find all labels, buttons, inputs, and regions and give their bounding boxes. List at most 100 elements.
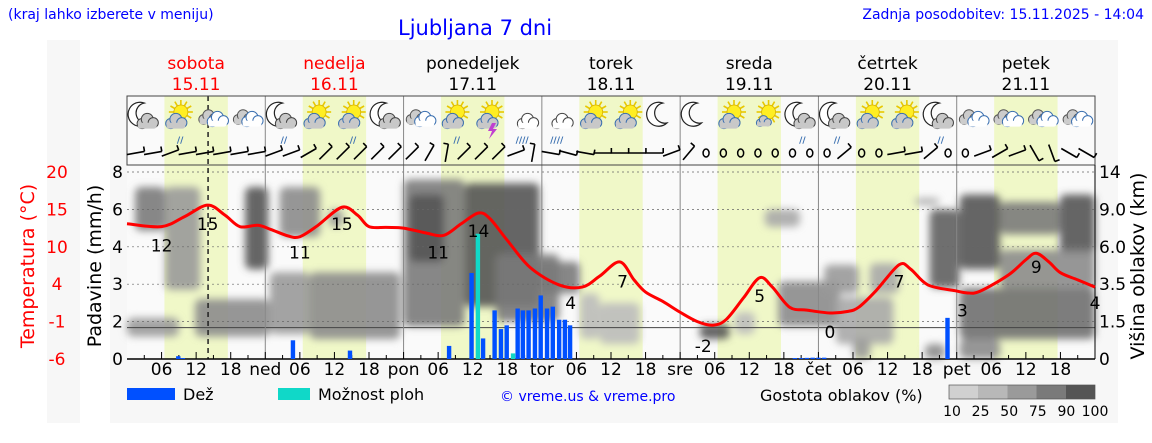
sun-ray xyxy=(861,105,867,110)
wind-staff xyxy=(282,149,300,157)
cloud-density-level-label: 90 xyxy=(1057,404,1075,420)
lightning-shape xyxy=(488,123,497,139)
temperature-label: 15 xyxy=(197,215,219,235)
wind-feather xyxy=(690,142,696,147)
cloud-patch xyxy=(764,209,800,227)
wind-staff xyxy=(353,146,368,160)
cloud-shape xyxy=(1071,110,1094,128)
cloud-height-tick-label: 1.5 xyxy=(1099,313,1126,333)
cloud-icon xyxy=(198,109,229,128)
sun-ray xyxy=(601,105,607,110)
day-name-label: ponedeljek xyxy=(426,54,520,74)
sun-cloud-rain-icon: // xyxy=(165,100,193,146)
moon-cloud-icon xyxy=(127,101,159,130)
x-tick-label: 18 xyxy=(496,360,518,380)
cloud-shape xyxy=(891,112,914,130)
moon-cloud-rain-icon: // xyxy=(922,101,954,146)
day-date-label: 16.11 xyxy=(310,75,359,95)
sun-cloud-rain-icon: // xyxy=(338,100,366,146)
wind-barb-icon xyxy=(491,142,506,160)
wind-feather xyxy=(194,146,198,152)
x-tick-label: 18 xyxy=(1050,360,1072,380)
cloud-shape xyxy=(441,112,464,130)
cloud-shape xyxy=(165,112,188,130)
wind-barb-icon xyxy=(265,144,284,157)
wind-calm-icon xyxy=(857,148,866,158)
rain-bar xyxy=(804,357,810,359)
copyright-link[interactable]: © vreme.us & vreme.pro xyxy=(500,389,675,405)
wind-barb-icon xyxy=(424,142,435,162)
wind-barb-icon xyxy=(1029,144,1044,162)
cloud-patch xyxy=(194,299,270,337)
precipitation-tick-label: 8 xyxy=(112,163,123,183)
x-tick-label: 18 xyxy=(358,360,380,380)
sun-ray xyxy=(727,101,732,107)
sun-ray xyxy=(497,114,503,119)
wind-feather xyxy=(1054,158,1060,163)
wind-barb-icon xyxy=(1078,147,1098,159)
sun-ray xyxy=(450,101,455,107)
wind-staff xyxy=(904,150,923,156)
wind-barb-icon xyxy=(178,146,198,156)
rain-bar xyxy=(180,358,186,359)
x-tick-label: 06 xyxy=(566,360,588,380)
cloud-heavy-rain-icon: //// xyxy=(550,112,574,146)
day-name-label: nedelja xyxy=(303,54,365,74)
cloud-patch xyxy=(309,272,401,340)
wind-staff xyxy=(576,150,595,156)
day-name-label: petek xyxy=(1002,54,1050,74)
sun-ray xyxy=(633,101,637,107)
cloud-shape xyxy=(718,112,741,130)
wind-calm-icon xyxy=(771,148,779,158)
temperature-label: 5 xyxy=(754,287,765,307)
sun-ray xyxy=(321,101,326,107)
cloud-shape xyxy=(793,112,816,130)
sun-cloud-icon xyxy=(580,100,608,130)
cloud-height-tick-label: 3.5 xyxy=(1099,275,1126,295)
cloud-base xyxy=(443,122,462,129)
sun-ray xyxy=(601,114,607,119)
cloud-patch xyxy=(135,186,166,231)
cloud-shape xyxy=(241,110,264,128)
precipitation-axis-title: Padavine (mm/h) xyxy=(84,185,106,348)
showers-bar xyxy=(475,233,481,359)
cloud-patch xyxy=(959,287,1095,340)
cloud-base xyxy=(756,122,771,127)
wind-barb-icon xyxy=(1008,144,1027,157)
location-hint: (kraj lahko izberete v meniju) xyxy=(8,7,214,23)
precipitation-tick-label: 4 xyxy=(112,238,123,258)
x-tick-label: 06 xyxy=(704,360,726,380)
sun-ray xyxy=(324,114,330,119)
moon-cloud-rain-icon: // xyxy=(265,101,298,146)
wind-calm-icon xyxy=(736,148,745,158)
wind-staff xyxy=(195,150,214,156)
icon-row-frame xyxy=(126,95,1096,166)
cloud-patch xyxy=(929,209,960,288)
rain-bar xyxy=(504,325,509,359)
wind-barb-icon xyxy=(645,148,665,154)
cloud-height-tick-label: 0 xyxy=(1099,350,1110,370)
wind-feather xyxy=(529,142,535,145)
rain-bar xyxy=(526,310,531,359)
rain-bar xyxy=(792,358,798,359)
cloud-base xyxy=(137,122,157,129)
sun-ray xyxy=(896,105,902,110)
sun-ray xyxy=(761,101,766,107)
rain-bar xyxy=(469,272,474,359)
wind-staff xyxy=(161,149,179,157)
rain-bar xyxy=(498,329,504,359)
wind-feather xyxy=(397,142,402,148)
moon-icon xyxy=(680,101,704,127)
sun-ray xyxy=(598,101,603,107)
temperature-label: 9 xyxy=(1031,258,1042,278)
moon-icon xyxy=(646,101,669,127)
sun-ray xyxy=(463,114,469,119)
wind-staff xyxy=(405,146,420,160)
wind-feather xyxy=(933,142,939,148)
cloud-shape xyxy=(274,112,298,130)
moon-cloud-rain-icon: // xyxy=(784,101,816,146)
rain-marks: // xyxy=(937,136,944,146)
cloud-density-scale xyxy=(948,384,1096,400)
cloud-shape xyxy=(1001,110,1025,128)
wind-staff xyxy=(444,143,450,163)
